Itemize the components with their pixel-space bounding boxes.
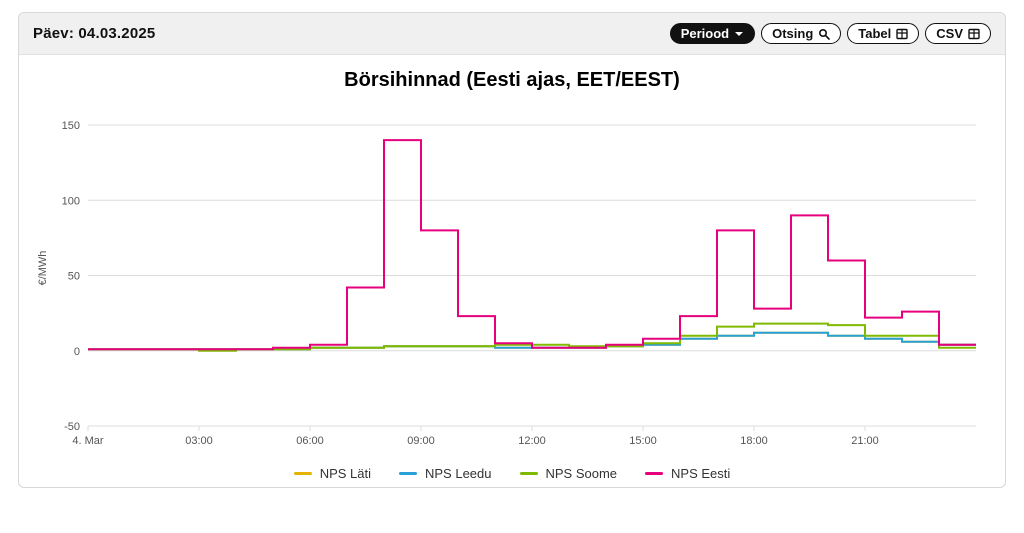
legend-label: NPS Läti — [320, 466, 371, 481]
table-icon — [896, 28, 908, 40]
legend-label: NPS Leedu — [425, 466, 492, 481]
legend: NPS Läti NPS Leedu NPS Soome NPS Eesti — [31, 466, 993, 481]
search-icon — [818, 28, 830, 40]
period-button-label: Periood — [681, 27, 729, 40]
svg-text:18:00: 18:00 — [740, 435, 768, 447]
svg-text:0: 0 — [74, 346, 80, 358]
svg-text:03:00: 03:00 — [185, 435, 213, 447]
svg-text:4. Mar: 4. Mar — [72, 435, 104, 447]
svg-text:100: 100 — [62, 195, 80, 207]
legend-swatch — [520, 472, 538, 475]
chart-area: Börsihinnad (Eesti ajas, EET/EEST) -50 0 5… — [19, 55, 1005, 487]
svg-text:50: 50 — [68, 271, 80, 283]
plot-area: -50 0 50 100 150 €/MWh 4. Mar 03:00 06:00 09:00 12… — [32, 100, 992, 460]
chart-panel: Päev: 04.03.2025 Periood Otsing Tabel — [18, 12, 1006, 488]
topbar: Päev: 04.03.2025 Periood Otsing Tabel — [19, 13, 1005, 55]
legend-swatch — [294, 472, 312, 475]
svg-text:-50: -50 — [64, 421, 80, 433]
legend-label: NPS Soome — [546, 466, 618, 481]
svg-text:21:00: 21:00 — [851, 435, 879, 447]
legend-item[interactable]: NPS Läti — [294, 466, 371, 481]
svg-text:15:00: 15:00 — [629, 435, 657, 447]
csv-button-label: CSV — [936, 27, 963, 40]
svg-text:150: 150 — [62, 120, 80, 132]
date-label: Päev: 04.03.2025 — [33, 25, 155, 42]
table-button-label: Tabel — [858, 27, 891, 40]
legend-label: NPS Eesti — [671, 466, 730, 481]
table-button[interactable]: Tabel — [847, 23, 919, 44]
toolbar-buttons: Periood Otsing Tabel — [670, 23, 991, 44]
search-button[interactable]: Otsing — [761, 23, 841, 44]
svg-text:09:00: 09:00 — [407, 435, 435, 447]
svg-text:12:00: 12:00 — [518, 435, 546, 447]
svg-text:€/MWh: €/MWh — [37, 251, 49, 286]
legend-swatch — [399, 472, 417, 475]
csv-button[interactable]: CSV — [925, 23, 991, 44]
csv-icon — [968, 28, 980, 40]
chart-title: Börsihinnad (Eesti ajas, EET/EEST) — [31, 69, 993, 92]
legend-item[interactable]: NPS Leedu — [399, 466, 492, 481]
search-button-label: Otsing — [772, 27, 813, 40]
caret-down-icon — [734, 29, 744, 39]
legend-item[interactable]: NPS Eesti — [645, 466, 730, 481]
legend-swatch — [645, 472, 663, 475]
period-button[interactable]: Periood — [670, 23, 755, 44]
legend-item[interactable]: NPS Soome — [520, 466, 618, 481]
svg-text:06:00: 06:00 — [296, 435, 324, 447]
chart-svg: -50 0 50 100 150 €/MWh 4. Mar 03:00 06:00 09:00 12… — [32, 100, 992, 460]
